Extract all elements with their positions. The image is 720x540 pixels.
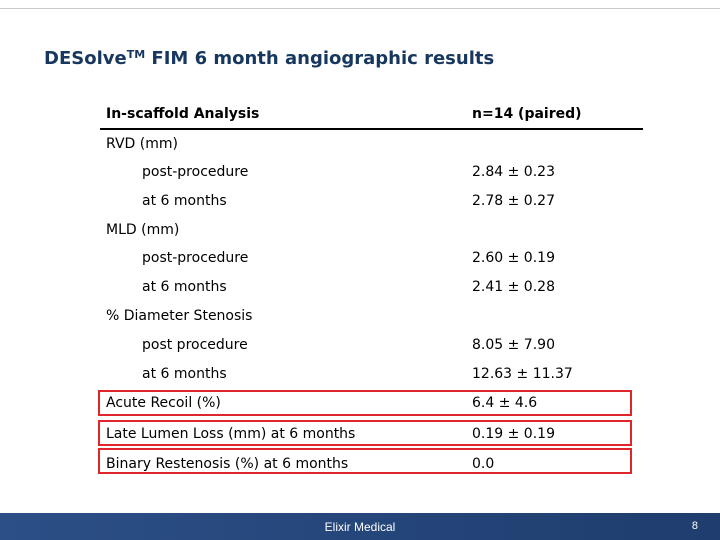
rvd-post-value: 2.84 ± 0.23: [472, 164, 555, 180]
footer-bar: Elixir Medical 8: [0, 513, 720, 540]
rvd-6m-value: 2.78 ± 0.27: [472, 193, 555, 209]
mld-6m-value: 2.41 ± 0.28: [472, 279, 555, 295]
ds-6m-label: at 6 months: [142, 366, 227, 382]
recoil-label: Acute Recoil (%): [106, 395, 221, 411]
mld-post-label: post-procedure: [142, 250, 249, 266]
header-value: n=14 (paired): [472, 106, 582, 122]
br-label: Binary Restenosis (%) at 6 months: [106, 456, 349, 472]
recoil-value: 6.4 ± 4.6: [472, 395, 538, 411]
slide-title: DESolveTM FIM 6 month angiographic resul…: [44, 48, 495, 69]
highlight-box-recoil: [98, 390, 632, 416]
rvd-6m-label: at 6 months: [142, 193, 227, 209]
lll-value: 0.19 ± 0.19: [472, 426, 555, 442]
page-number: 8: [691, 520, 698, 532]
highlight-box-br: [98, 448, 632, 474]
highlight-box-lll: [98, 420, 632, 446]
br-value: 0.0: [472, 456, 495, 472]
header-label: In-scaffold Analysis: [106, 106, 260, 122]
header-rule: [100, 128, 643, 130]
lll-label: Late Lumen Loss (mm) at 6 months: [106, 426, 356, 442]
ds-label: % Diameter Stenosis: [106, 308, 253, 324]
footer-company: Elixir Medical: [324, 520, 396, 534]
rvd-post-label: post-procedure: [142, 164, 249, 180]
mld-label: MLD (mm): [106, 222, 180, 238]
rvd-label: RVD (mm): [106, 136, 178, 152]
top-divider: [0, 8, 720, 9]
table-header: In-scaffold Analysis n=14 (paired): [106, 106, 642, 126]
ds-post-label: post procedure: [142, 337, 248, 353]
mld-6m-label: at 6 months: [142, 279, 227, 295]
ds-post-value: 8.05 ± 7.90: [472, 337, 555, 353]
mld-post-value: 2.60 ± 0.19: [472, 250, 555, 266]
ds-6m-value: 12.63 ± 11.37: [472, 366, 573, 382]
